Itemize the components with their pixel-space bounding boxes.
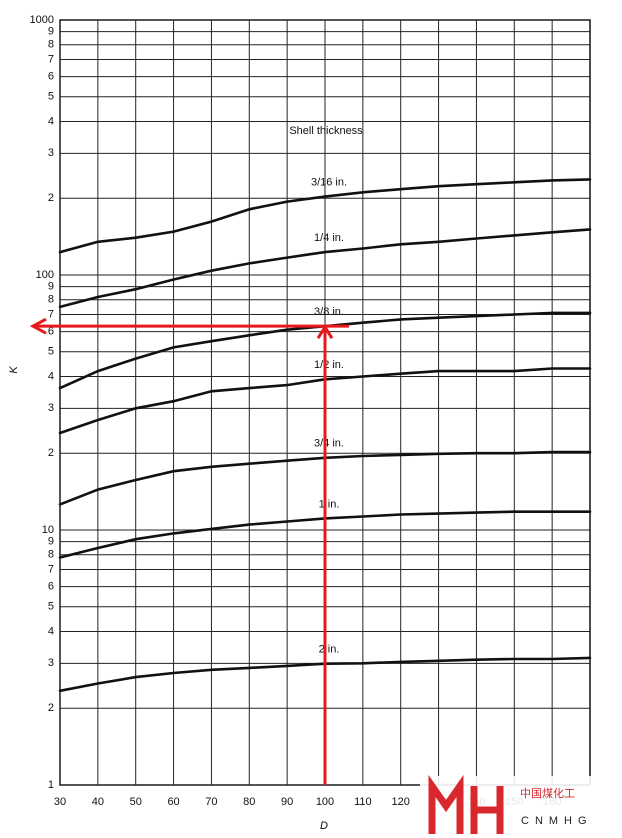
- y-tick-label: 3: [48, 402, 54, 414]
- y-tick-label: 4: [48, 625, 54, 637]
- y-tick-label: 6: [48, 70, 54, 82]
- y-tick-label: 2: [48, 192, 54, 204]
- y-tick-label: 5: [48, 601, 54, 613]
- y-tick-label: 1000: [30, 14, 54, 26]
- y-tick-label: 3: [48, 657, 54, 669]
- x-axis-label: D: [320, 820, 328, 832]
- y-tick-label: 4: [48, 115, 54, 127]
- curve-label: 1/4 in.: [314, 232, 344, 244]
- y-tick-label: 100: [36, 269, 54, 281]
- y-tick-label: 2: [48, 447, 54, 459]
- watermark-subtext: CNMHG: [521, 815, 593, 827]
- y-tick-label: 5: [48, 91, 54, 103]
- y-tick-label: 6: [48, 580, 54, 592]
- x-tick-label: 90: [281, 796, 293, 808]
- y-tick-label: 10: [42, 524, 54, 536]
- y-tick-label: 2: [48, 702, 54, 714]
- y-tick-label: 9: [48, 26, 54, 38]
- x-tick-label: 40: [92, 796, 104, 808]
- y-tick-label: 7: [48, 308, 54, 320]
- x-tick-label: 100: [316, 796, 334, 808]
- x-tick-label: 120: [392, 796, 410, 808]
- x-tick-label: 60: [167, 796, 179, 808]
- curve-label: 1/2 in.: [314, 359, 344, 371]
- x-tick-label: 30: [54, 796, 66, 808]
- curve-label: 3/16 in.: [311, 176, 347, 188]
- y-tick-label: 8: [48, 39, 54, 51]
- y-axis-label: K: [8, 366, 20, 374]
- curve-label: 3/8 in.: [314, 306, 344, 318]
- reading-arrowhead: [29, 317, 47, 335]
- curve: [58, 228, 592, 309]
- x-tick-label: 80: [243, 796, 255, 808]
- y-tick-label: 5: [48, 346, 54, 358]
- y-tick-label: 7: [48, 563, 54, 575]
- watermark-text: 中国煤化工: [520, 786, 575, 800]
- curve: [58, 178, 592, 254]
- y-tick-label: 7: [48, 53, 54, 65]
- x-tick-label: 50: [130, 796, 142, 808]
- y-tick-label: 1: [48, 779, 54, 791]
- x-tick-label: 70: [205, 796, 217, 808]
- y-tick-label: 3: [48, 147, 54, 159]
- y-tick-label: 8: [48, 294, 54, 306]
- y-tick-label: 9: [48, 281, 54, 293]
- y-tick-label: 6: [48, 325, 54, 337]
- legend-title: Shell thickness: [289, 125, 363, 137]
- watermark-logo: [428, 774, 504, 834]
- watermark-bg: [420, 776, 622, 838]
- curve-label: 3/4 in.: [314, 438, 344, 450]
- curve-label: 1 in.: [319, 498, 340, 510]
- curve-label: 2 in.: [319, 644, 340, 656]
- y-tick-label: 8: [48, 549, 54, 561]
- y-tick-label: 9: [48, 536, 54, 548]
- y-tick-label: 4: [48, 370, 54, 382]
- x-tick-label: 110: [354, 796, 372, 808]
